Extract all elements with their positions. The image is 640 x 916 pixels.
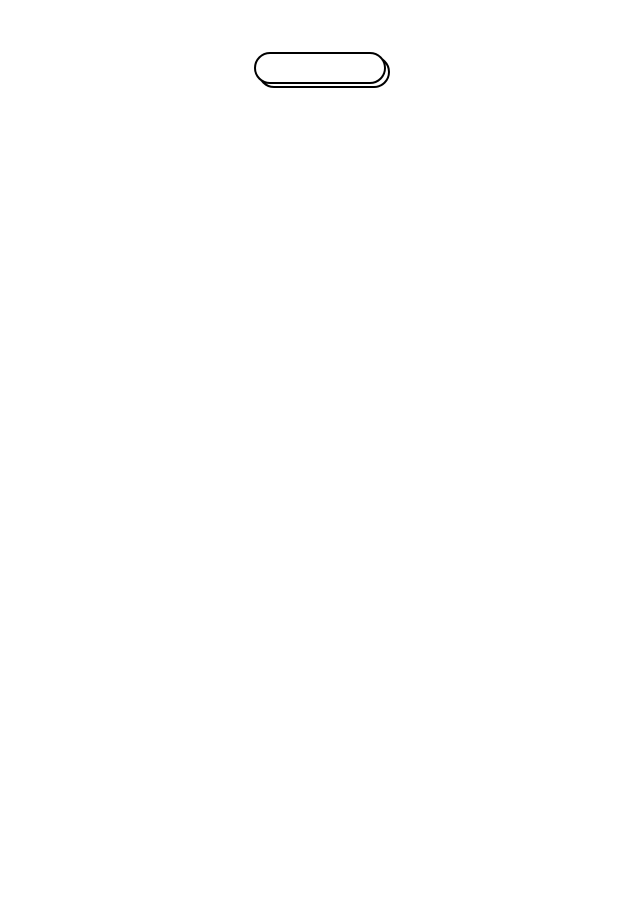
start-terminal [255,53,385,83]
flowchart-svg [0,0,640,916]
